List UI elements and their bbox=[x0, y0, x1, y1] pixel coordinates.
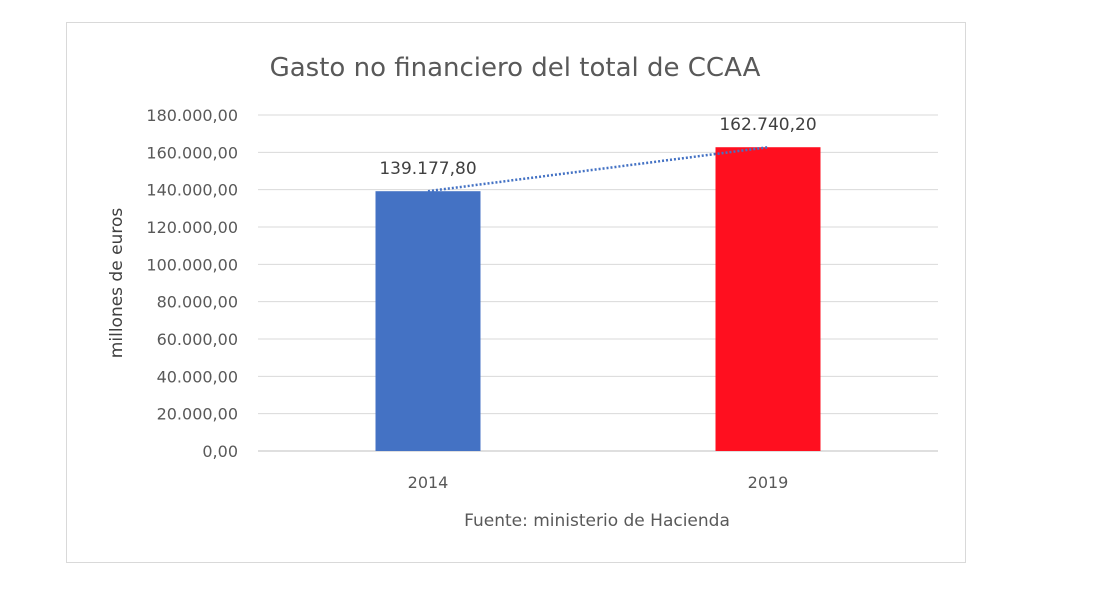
y-tick-label: 0,00 bbox=[202, 442, 238, 461]
y-axis-label: millones de euros bbox=[107, 208, 127, 359]
y-tick-label: 80.000,00 bbox=[157, 293, 238, 312]
data-label: 139.177,80 bbox=[379, 159, 476, 179]
y-tick-label: 60.000,00 bbox=[157, 330, 238, 349]
chart-title: Gasto no financiero del total de CCAA bbox=[270, 53, 761, 83]
bar-2019 bbox=[715, 147, 821, 451]
y-tick-label: 100.000,00 bbox=[146, 255, 238, 274]
y-tick-label: 120.000,00 bbox=[146, 218, 238, 237]
y-tick-label: 20.000,00 bbox=[157, 405, 238, 424]
data-label: 162.740,20 bbox=[719, 115, 816, 135]
bar-2014 bbox=[375, 191, 481, 451]
y-tick-label: 40.000,00 bbox=[157, 367, 238, 386]
source-note: Fuente: ministerio de Hacienda bbox=[464, 511, 730, 531]
x-tick-label: 2019 bbox=[748, 473, 789, 492]
trendline bbox=[427, 145, 769, 193]
y-tick-label: 180.000,00 bbox=[146, 106, 238, 125]
y-tick-label: 140.000,00 bbox=[146, 181, 238, 200]
x-tick-label: 2014 bbox=[408, 473, 449, 492]
y-tick-label: 160.000,00 bbox=[146, 143, 238, 162]
